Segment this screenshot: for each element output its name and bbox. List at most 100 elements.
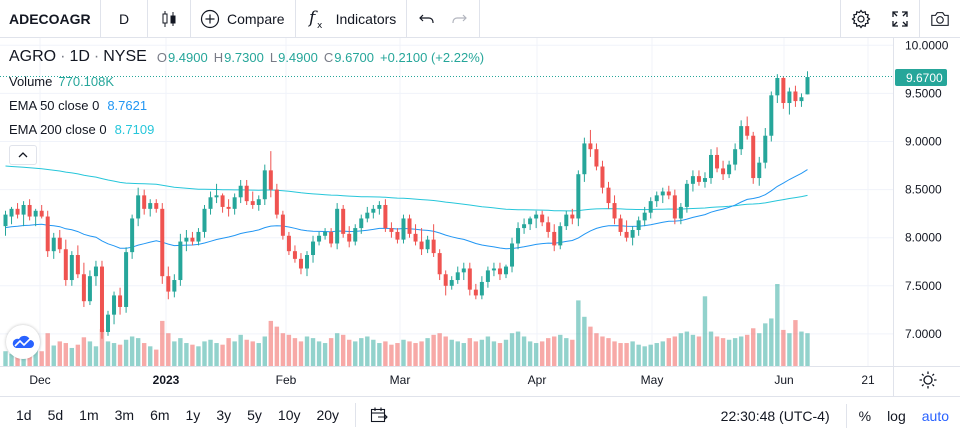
candle-body — [642, 212, 647, 221]
candle-body — [57, 237, 62, 250]
volume-bar — [160, 320, 165, 366]
volume-bar — [238, 334, 243, 366]
settings-button[interactable] — [841, 0, 881, 38]
volume-bar — [9, 353, 14, 366]
volume-bar — [757, 333, 762, 366]
time-tick-label: Dec — [29, 373, 50, 387]
volume-bar — [304, 336, 310, 366]
range-3y[interactable]: 3y — [216, 407, 232, 423]
candle-body — [99, 266, 104, 332]
volume-bar — [642, 346, 647, 366]
redo-icon — [452, 14, 468, 23]
candle-body — [582, 143, 587, 175]
range-5y[interactable]: 5y — [247, 407, 262, 423]
fullscreen-button[interactable] — [881, 0, 919, 38]
ema50-legend-row[interactable]: EMA 50 close 0 8.7621 — [9, 93, 490, 117]
candle-body — [87, 276, 92, 302]
candles-icon — [162, 10, 176, 27]
chart-type-button[interactable] — [148, 0, 190, 38]
range-6m[interactable]: 6m — [150, 407, 170, 423]
price-chart[interactable]: 10.0000 9.5000 9.0000 8.5000 8.0000 7.5000 7.0… — [0, 38, 960, 396]
candle-body — [130, 218, 135, 253]
volume-bar — [148, 346, 153, 366]
toolbar-divider — [919, 0, 920, 38]
candle-body — [383, 204, 388, 229]
time-scale[interactable]: Dec 2023 Feb Mar Apr May Jun 21 — [29, 373, 875, 387]
candle-body — [799, 97, 804, 102]
time-scale-settings-button[interactable] — [919, 371, 937, 389]
indicators-label: Indicators — [335, 10, 397, 27]
candle-body — [208, 197, 213, 209]
range-1m[interactable]: 1m — [79, 407, 99, 423]
compare-label: Compare — [227, 10, 285, 27]
candle-body — [365, 212, 370, 219]
range-5d[interactable]: 5d — [47, 407, 64, 423]
candle-body — [769, 95, 774, 136]
candle-body — [793, 91, 798, 102]
volume-bar — [618, 343, 623, 366]
range-10y[interactable]: 10y — [277, 407, 301, 423]
volume-bar — [371, 339, 376, 366]
volume-bar — [702, 296, 708, 366]
legend-collapse-button[interactable] — [9, 145, 37, 165]
bottom-right-controls: 22:30:48 (UTC-4) % log auto — [721, 397, 960, 434]
volume-bar — [570, 339, 575, 366]
undo-button[interactable] — [407, 0, 443, 38]
candle-body — [479, 281, 484, 296]
volume-label: Volume — [9, 73, 53, 89]
candle-body — [75, 255, 80, 275]
candle-body — [672, 195, 677, 219]
volume-bar — [383, 341, 388, 366]
legend-title[interactable]: AGRO · 1D · NYSE — [9, 48, 147, 66]
volume-bar — [515, 331, 521, 366]
volume-bar — [708, 331, 714, 366]
toolbar-right — [840, 0, 960, 38]
volume-bar — [624, 343, 629, 366]
candle-body — [347, 233, 352, 242]
interval-button[interactable]: D — [118, 10, 130, 27]
time-tick-label: Feb — [276, 373, 297, 387]
auto-scale-toggle[interactable]: auto — [921, 407, 949, 424]
tradingview-logo[interactable] — [6, 325, 40, 359]
volume-bar — [33, 346, 38, 366]
candle-body — [413, 233, 418, 242]
toolbar-divider — [190, 0, 191, 38]
candle-body — [178, 241, 183, 281]
compare-button[interactable]: Compare — [191, 0, 295, 38]
candle-body — [576, 174, 581, 219]
candle-body — [142, 195, 147, 209]
symbol-search-button[interactable]: ADECOAGR — [9, 10, 91, 27]
volume-bar — [232, 341, 237, 366]
volume-bar — [286, 334, 292, 366]
range-selector: 1d 5d 1m 3m 6m 1y 3y 5y 10y 20y — [0, 407, 347, 423]
range-3m[interactable]: 3m — [114, 407, 135, 423]
volume-legend-row[interactable]: Volume 770.108K — [9, 69, 490, 93]
volume-bar — [564, 338, 569, 366]
close-value: 9.6700 — [334, 49, 375, 65]
price-scale[interactable]: 10.0000 9.5000 9.0000 8.5000 8.0000 7.5000 7.0… — [905, 38, 949, 341]
volume-bar — [334, 333, 340, 366]
range-20y[interactable]: 20y — [316, 407, 340, 423]
percent-scale-toggle[interactable]: % — [858, 407, 872, 424]
candle-body — [69, 255, 74, 281]
goto-date-button[interactable] — [364, 406, 394, 424]
log-scale-toggle[interactable]: log — [887, 407, 906, 424]
volume-bar — [123, 339, 129, 366]
volume-bar — [630, 341, 635, 366]
candle-body — [407, 218, 412, 234]
range-1y[interactable]: 1y — [185, 407, 201, 423]
candle-body — [45, 216, 50, 252]
candle-body — [775, 78, 780, 96]
screenshot-button[interactable] — [920, 0, 960, 38]
clock-timezone[interactable]: 22:30:48 (UTC-4) — [720, 407, 830, 424]
volume-bar — [690, 334, 696, 366]
ema200-legend-row[interactable]: EMA 200 close 0 8.7109 — [9, 117, 490, 141]
volume-bar — [401, 339, 406, 366]
volume-bar — [365, 336, 370, 366]
redo-button[interactable] — [443, 0, 479, 38]
candle-body — [552, 231, 557, 246]
range-1d[interactable]: 1d — [16, 407, 32, 423]
volume-bar — [226, 338, 231, 366]
